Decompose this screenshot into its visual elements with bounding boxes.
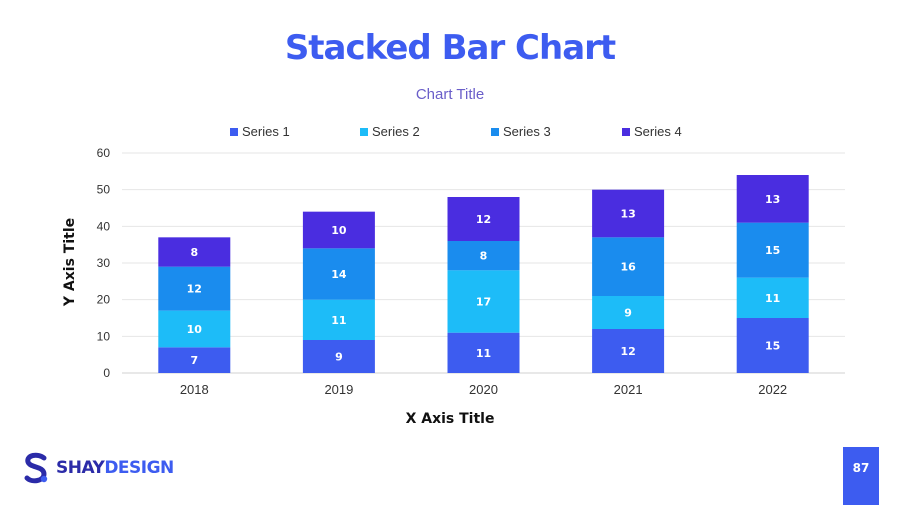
data-label: 15 xyxy=(765,244,780,257)
bar-segment xyxy=(447,332,520,373)
bar-segment xyxy=(158,347,231,373)
legend-swatch xyxy=(622,127,630,136)
y-tick-label: 10 xyxy=(97,329,111,343)
data-label: 11 xyxy=(765,292,780,305)
y-tick-label: 50 xyxy=(97,183,111,197)
bar-segment xyxy=(447,270,520,333)
logo-text-first: SHAY xyxy=(56,458,105,478)
data-label: 16 xyxy=(620,261,636,274)
legend-item-series-2: Series 2 xyxy=(360,124,420,139)
legend-label: Series 4 xyxy=(634,124,682,139)
bar-segment xyxy=(447,241,520,271)
legend-item-series-4: Series 4 xyxy=(622,124,682,139)
y-tick-label: 30 xyxy=(97,256,111,270)
x-tick-label: 2018 xyxy=(180,382,209,397)
x-tick-label: 2021 xyxy=(614,382,643,397)
bar-segment xyxy=(158,310,231,348)
bar-segment xyxy=(447,197,520,241)
data-label: 12 xyxy=(187,283,202,296)
data-label: 12 xyxy=(620,345,635,358)
y-tick-label: 60 xyxy=(97,146,111,160)
bar-segment xyxy=(158,237,231,267)
y-tick-label: 20 xyxy=(97,293,111,307)
x-tick-label: 2019 xyxy=(324,382,353,397)
data-label: 15 xyxy=(765,340,780,353)
data-label: 17 xyxy=(476,296,491,309)
data-label: 13 xyxy=(765,193,780,206)
legend-label: Series 1 xyxy=(242,124,290,139)
data-label: 10 xyxy=(331,224,347,237)
page-number-badge: 87 xyxy=(843,447,879,505)
legend-swatch xyxy=(491,127,499,136)
bar-segment xyxy=(736,318,809,373)
y-axis-title: Y Axis Title xyxy=(62,217,78,307)
y-tick-label: 40 xyxy=(97,219,111,233)
bar-segment xyxy=(736,175,809,223)
data-label: 12 xyxy=(476,213,491,226)
legend-item-series-1: Series 1 xyxy=(230,124,290,139)
data-label: 8 xyxy=(190,246,198,259)
bar-segment xyxy=(592,237,665,296)
data-label: 9 xyxy=(335,351,343,364)
data-label: 10 xyxy=(187,323,203,336)
bar-segment xyxy=(158,266,231,311)
y-tick-label: 0 xyxy=(103,366,110,380)
logo-text-second: DESIGN xyxy=(104,458,174,478)
chart-title: Chart Title xyxy=(415,86,485,103)
data-label: 9 xyxy=(624,307,632,320)
bar-segment xyxy=(592,329,665,373)
data-label: 11 xyxy=(476,347,491,360)
bar-segment xyxy=(736,222,809,278)
chart-legend: Series 1 Series 2 Series 3 Series 4 xyxy=(0,124,900,142)
bar-segment xyxy=(736,277,809,318)
data-label: 13 xyxy=(620,208,635,221)
logo-text: SHAYDESIGN xyxy=(56,458,174,478)
data-label: 11 xyxy=(331,314,346,327)
bar-segment xyxy=(302,211,375,249)
bar-segment xyxy=(302,340,375,373)
bar-segment xyxy=(302,299,375,340)
x-axis-title: X Axis Title xyxy=(405,411,495,427)
legend-swatch xyxy=(230,127,238,136)
x-tick-label: 2022 xyxy=(758,382,787,397)
data-label: 8 xyxy=(480,250,488,263)
legend-swatch xyxy=(360,127,368,136)
logo-s-icon xyxy=(24,452,48,484)
x-tick-label: 2020 xyxy=(469,382,498,397)
data-label: 7 xyxy=(190,354,198,367)
bar-segment xyxy=(302,248,375,300)
data-label: 14 xyxy=(331,268,347,281)
slide-title: Stacked Bar Chart xyxy=(284,28,616,68)
brand-logo: SHAYDESIGN xyxy=(22,452,174,484)
legend-label: Series 2 xyxy=(372,124,420,139)
legend-label: Series 3 xyxy=(503,124,551,139)
legend-item-series-3: Series 3 xyxy=(491,124,551,139)
bar-segment xyxy=(592,296,665,329)
bar-segment xyxy=(592,189,665,238)
